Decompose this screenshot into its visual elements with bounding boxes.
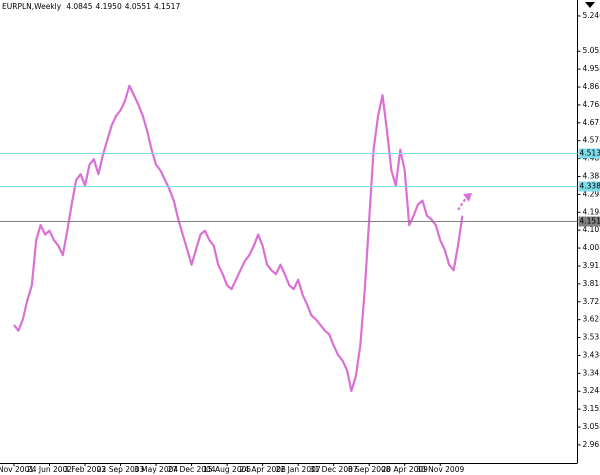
y-tick-label: 3.6280 xyxy=(583,315,600,324)
y-tick-label: 4.9580 xyxy=(583,64,600,73)
y-tick-label: 5.2400 xyxy=(583,11,600,20)
y-tick-label: 3.5330 xyxy=(583,333,600,342)
y-tick-label: 4.0080 xyxy=(583,243,600,252)
y-tick-label: 3.3430 xyxy=(583,368,600,377)
y-tick-label: 4.2930 xyxy=(583,189,600,198)
price-label: 4.1517 xyxy=(580,217,600,226)
x-tick-label: 15 Aug 2005 xyxy=(203,465,251,474)
y-tick-label: 3.7230 xyxy=(583,297,600,306)
y-tick-label: 3.4380 xyxy=(583,350,600,359)
arrow-head xyxy=(463,193,472,202)
y-tick-label: 2.9630 xyxy=(583,440,600,449)
price-label-box xyxy=(578,181,600,192)
y-tick-label: 4.6730 xyxy=(583,118,600,127)
x-tick-label: 24 Apr 2006 xyxy=(239,465,286,474)
x-tick-label: Nov 2001 xyxy=(0,465,34,474)
x-tick-label: 27 Dec 2004 xyxy=(168,465,216,474)
chart-header: EURPLN,Weekly 4.0845 4.1950 4.0551 4.1517 xyxy=(2,2,180,11)
symbol-title: EURPLN,Weekly xyxy=(2,2,62,11)
y-tick-label: 4.3880 xyxy=(583,171,600,180)
price-label-box xyxy=(578,216,600,227)
x-tick-label: 3 May 2004 xyxy=(134,465,178,474)
x-tick-label: 3 Feb 2003 xyxy=(64,465,106,474)
y-tick-label: 3.8180 xyxy=(583,279,600,288)
scroll-marker xyxy=(585,2,595,8)
open-value: 4.0845 xyxy=(66,2,92,11)
x-tick-label: 8 Sep 2008 xyxy=(348,465,391,474)
price-label: 4.5130 xyxy=(580,149,600,158)
y-tick-label: 3.9130 xyxy=(583,261,600,270)
arrow-shaft xyxy=(457,197,467,211)
x-tick-label: 31 Dec 2007 xyxy=(310,465,358,474)
close-value: 4.1517 xyxy=(154,2,180,11)
y-tick-label: 4.8630 xyxy=(583,82,600,91)
y-tick-label: 4.1980 xyxy=(583,207,600,216)
low-value: 4.0551 xyxy=(125,2,151,11)
forecast-arrow xyxy=(457,193,472,211)
price-label: 4.3380 xyxy=(580,182,600,191)
price-label-box xyxy=(578,148,600,159)
y-tick-label: 4.7680 xyxy=(583,100,600,109)
x-tick-label: 24 Jun 2002 xyxy=(27,465,72,474)
y-tick-label: 4.5780 xyxy=(583,136,600,145)
y-tick-label: 3.1530 xyxy=(583,404,600,413)
price-line xyxy=(13,84,464,392)
x-tick-label: 30 Nov 2009 xyxy=(416,465,464,474)
y-tick-label: 3.2480 xyxy=(583,386,600,395)
y-tick-label: 5.0530 xyxy=(583,46,600,55)
high-value: 4.1950 xyxy=(95,2,121,11)
x-tick-label: 20 Apr 2009 xyxy=(382,465,429,474)
x-tick-label: 22 Sep 2003 xyxy=(97,465,145,474)
y-tick-label: 3.0580 xyxy=(583,422,600,431)
x-tick-label: 22 Jan 2007 xyxy=(276,465,321,474)
y-tick-label: 4.1030 xyxy=(583,225,600,234)
